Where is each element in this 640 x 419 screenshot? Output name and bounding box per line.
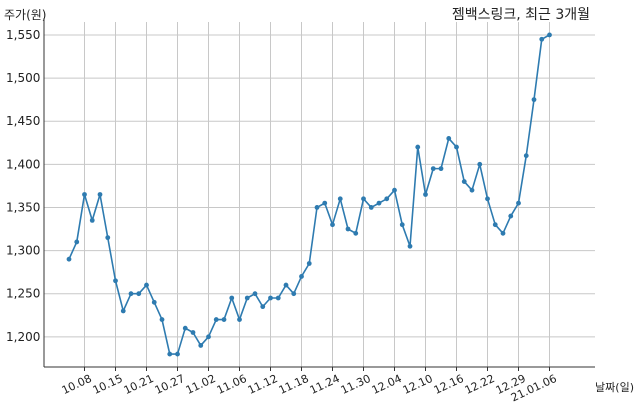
data-point [330, 222, 335, 228]
x-tick-label: 12.22 [463, 372, 497, 397]
data-point [128, 291, 134, 297]
data-point [392, 187, 397, 193]
data-point [260, 304, 266, 310]
grid-layer [44, 22, 595, 367]
data-point [477, 161, 483, 167]
data-point [151, 299, 157, 305]
y-tick-label: 1,500 [6, 71, 40, 85]
y-tick-label: 1,450 [6, 114, 40, 128]
data-point [74, 239, 80, 245]
data-point [275, 295, 281, 301]
x-tick-label: 11.18 [277, 372, 311, 397]
data-point [454, 144, 459, 150]
axes-layer [43, 18, 595, 368]
x-tick-label: 12.16 [432, 372, 466, 397]
data-point [66, 256, 72, 262]
x-tick-label: 11.24 [308, 372, 342, 397]
data-point [461, 179, 467, 184]
y-tick-label: 1,300 [6, 244, 40, 258]
x-tick-label: 12.04 [370, 372, 404, 397]
data-point [206, 334, 211, 340]
data-point [144, 282, 149, 288]
data-point [198, 343, 204, 348]
data-point [469, 187, 475, 193]
data-point [314, 205, 320, 210]
series-line [68, 34, 550, 355]
data-point [229, 295, 235, 301]
y-tick-label: 1,400 [6, 157, 40, 171]
series-layer [66, 32, 552, 357]
data-point [268, 295, 273, 301]
data-point [446, 136, 452, 141]
data-point [190, 330, 196, 335]
data-point [175, 351, 180, 357]
data-point [113, 278, 118, 284]
tick-layer: 1,200 1,250 1,300 1,350 1,400 1,450 1,500 1,550… [6, 28, 559, 404]
data-point [120, 308, 126, 314]
data-point [221, 317, 227, 322]
data-point [299, 274, 304, 279]
data-point [415, 144, 421, 150]
x-tick-label: 10.15 [91, 372, 125, 397]
data-point [508, 213, 514, 219]
x-tick-label: 10.08 [60, 372, 94, 397]
data-point [322, 200, 328, 206]
data-point [539, 36, 545, 42]
data-point [89, 217, 95, 223]
x-axis-title: 날짜(일) [595, 381, 634, 394]
y-tick-label: 1,250 [6, 287, 40, 301]
data-point [407, 243, 413, 249]
x-tick-label: 11.12 [246, 372, 280, 397]
data-point [252, 291, 258, 297]
data-point [500, 230, 506, 236]
y-tick-label: 1,550 [6, 28, 40, 42]
data-point [136, 291, 142, 297]
data-point [213, 317, 219, 322]
data-point [547, 32, 552, 38]
y-tick-label: 1,200 [6, 330, 40, 344]
x-tick-label: 12.10 [401, 372, 435, 397]
data-point [423, 192, 428, 197]
data-point [97, 192, 103, 197]
data-point [283, 282, 289, 288]
data-point [438, 166, 444, 172]
data-point [485, 196, 490, 202]
data-point [516, 200, 521, 206]
data-point [492, 222, 498, 228]
data-point [523, 153, 529, 159]
data-point [531, 97, 537, 103]
data-point [368, 205, 374, 210]
x-tick-label: 10.27 [153, 372, 187, 397]
data-point [430, 166, 436, 172]
data-point [82, 192, 87, 197]
data-point [384, 196, 390, 202]
data-point [376, 200, 382, 206]
data-point [244, 295, 250, 301]
data-point [306, 261, 312, 266]
x-tick-label: 11.06 [215, 372, 249, 397]
data-point [353, 230, 359, 236]
y-axis-title: 주가(원) [4, 8, 47, 22]
data-point [345, 226, 351, 232]
data-point [167, 351, 173, 357]
data-point [337, 196, 343, 202]
x-tick-label: 10.21 [122, 372, 156, 397]
data-point [291, 291, 297, 297]
data-point [159, 317, 165, 322]
data-point [237, 317, 242, 322]
y-tick-label: 1,350 [6, 200, 40, 214]
data-point [105, 235, 111, 241]
x-tick-label: 11.30 [339, 372, 373, 397]
chart-title: 젬백스링크, 최근 3개월 [451, 7, 590, 23]
data-point [182, 325, 188, 331]
data-point [361, 196, 366, 202]
x-tick-label: 11.02 [184, 372, 218, 397]
data-point [399, 222, 405, 228]
